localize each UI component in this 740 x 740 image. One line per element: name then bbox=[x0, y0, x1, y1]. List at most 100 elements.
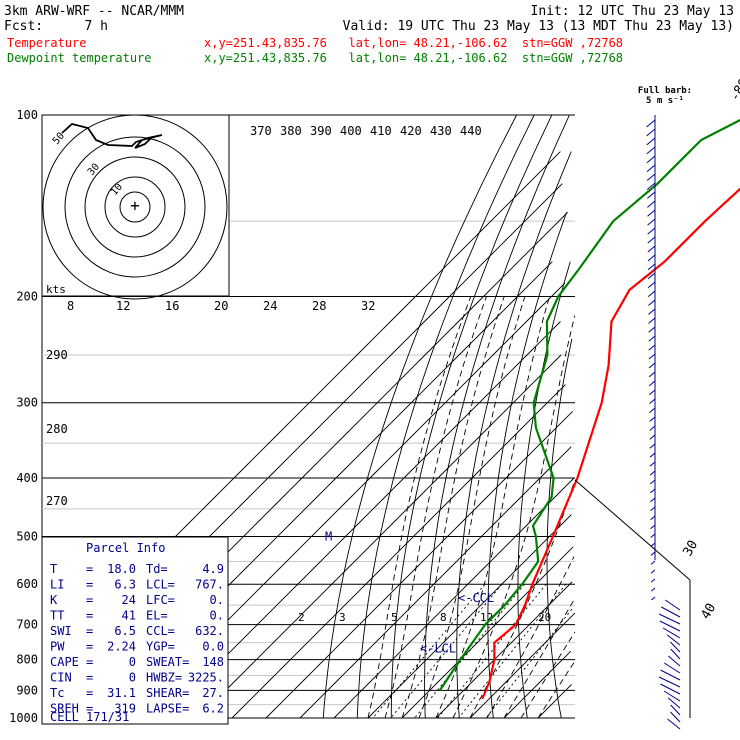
dry-adiabat-260 bbox=[356, 114, 535, 719]
wind-barb bbox=[663, 662, 681, 674]
theta-label-400: 400 bbox=[340, 124, 362, 138]
dry-adiabat-290 bbox=[456, 151, 572, 719]
parcel-marker: M bbox=[325, 529, 332, 543]
wind-barb bbox=[647, 200, 656, 208]
wind-barb bbox=[650, 515, 656, 521]
wind-barb bbox=[660, 669, 681, 681]
moist-adiabat-0 bbox=[401, 296, 505, 719]
isotherm--40 bbox=[265, 410, 574, 719]
pressure-label-1000: 1000 bbox=[9, 711, 38, 725]
dry-adiabat-280 bbox=[424, 114, 570, 719]
speed-tick-8: 8 bbox=[67, 299, 74, 313]
wind-barb bbox=[647, 209, 656, 217]
wind-barb bbox=[658, 676, 681, 688]
mixing-ratio-label-20: 20 bbox=[538, 611, 551, 624]
pressure-label-200: 200 bbox=[16, 290, 38, 304]
wind-barb bbox=[649, 425, 656, 431]
wind-barb bbox=[650, 569, 656, 574]
wind-barb bbox=[647, 272, 656, 280]
pressure-label-500: 500 bbox=[16, 529, 38, 543]
wind-frame-diagonal bbox=[574, 479, 691, 581]
wind-barb bbox=[646, 182, 656, 190]
wind-barb bbox=[646, 137, 656, 146]
mixing-ratio-line-8 bbox=[437, 583, 547, 719]
hodograph-inset: 10 30 50 + kts bbox=[41, 114, 230, 300]
parcel-row-eq: = bbox=[86, 671, 93, 685]
theta-label-380: 380 bbox=[280, 124, 302, 138]
wind-barb bbox=[648, 353, 656, 360]
wind-barb bbox=[649, 443, 656, 449]
wind-barb bbox=[646, 128, 656, 137]
pressure-label-100: 100 bbox=[16, 108, 38, 122]
parcel-row-eq: = bbox=[86, 578, 93, 592]
parcel-cell-value: 171/31 bbox=[86, 710, 129, 724]
parcel-row-label: SREH bbox=[50, 702, 79, 716]
isotherm--10 bbox=[367, 514, 572, 719]
wind-barb bbox=[660, 683, 681, 695]
parcel-info-box bbox=[41, 536, 229, 725]
lcl-marker: <-LCL bbox=[420, 642, 456, 656]
wind-barb bbox=[646, 191, 656, 199]
isotherm-30 bbox=[503, 650, 572, 719]
wind-barb bbox=[647, 227, 656, 235]
parcel-row-label: YGP= bbox=[146, 640, 175, 654]
isotherm-40 bbox=[537, 684, 572, 719]
wind-barb bbox=[670, 711, 681, 723]
mixing-ratio-line-5 bbox=[414, 583, 525, 719]
wind-barb bbox=[662, 627, 681, 639]
wind-barb bbox=[649, 416, 656, 422]
parcel-row-value: 0 bbox=[129, 671, 136, 685]
wind-barb bbox=[647, 254, 656, 262]
moist-adiabat-40 bbox=[537, 660, 576, 719]
theta-label-440: 440 bbox=[460, 124, 482, 138]
parcel-row-label: Td= bbox=[146, 562, 168, 576]
parcel-row-eq: = bbox=[86, 702, 93, 716]
parcel-row-label: T bbox=[50, 562, 57, 576]
isotherm-label-30: 30 bbox=[680, 538, 701, 559]
parcel-row-value: 27. bbox=[202, 686, 224, 700]
parcel-row-eq: = bbox=[86, 686, 93, 700]
mixing-ratio-line-12 bbox=[458, 583, 567, 719]
parcel-row-value: 24 bbox=[122, 593, 136, 607]
parcel-row-label: LI bbox=[50, 578, 64, 592]
mixing-ratio-line-20 bbox=[485, 608, 573, 719]
parcel-row-label: LCL= bbox=[146, 578, 175, 592]
parcel-row-value: 767. bbox=[195, 578, 224, 592]
wind-barb bbox=[650, 578, 656, 583]
dry-adiabat-250 bbox=[322, 114, 518, 719]
wind-barb bbox=[649, 452, 656, 458]
parcel-row-value: 6.2 bbox=[202, 702, 224, 716]
wind-barb bbox=[647, 236, 656, 244]
mixing-ratio-line-2 bbox=[372, 583, 486, 719]
parcel-info-title: Parcel Info bbox=[86, 541, 165, 555]
wind-barb bbox=[648, 326, 656, 333]
wind-barb bbox=[650, 560, 656, 565]
valid-time: Valid: 19 UTC Thu 23 May 13 (13 MDT Thu … bbox=[343, 19, 734, 34]
forecast-hour: 7 h bbox=[85, 19, 108, 34]
mixing-ratio-label-3: 3 bbox=[339, 611, 346, 624]
moist-adiabat-30 bbox=[503, 598, 575, 719]
theta-left-label-280: 280 bbox=[46, 422, 68, 436]
wind-barb bbox=[646, 146, 656, 155]
legend-dewpoint-label: Dewpoint temperature bbox=[7, 51, 152, 65]
wind-barb bbox=[649, 398, 656, 405]
parcel-row-label: EL= bbox=[146, 609, 168, 623]
parcel-row-value: 4.9 bbox=[202, 562, 224, 576]
hodograph-ring-4 bbox=[64, 136, 206, 278]
parcel-row-label: SWI bbox=[50, 624, 72, 638]
wind-barb bbox=[646, 119, 656, 128]
parcel-row-label: HWBZ= bbox=[146, 671, 182, 685]
pressure-label-400: 400 bbox=[16, 471, 38, 485]
wind-barb bbox=[648, 371, 656, 378]
isotherm--50 bbox=[231, 384, 566, 719]
parcel-cell-label: CELL bbox=[50, 710, 79, 724]
wind-barb-unit: 5 m s⁻¹ bbox=[646, 96, 684, 106]
hodograph-ring-3 bbox=[84, 156, 186, 258]
wind-barb bbox=[650, 506, 656, 512]
wind-barb bbox=[650, 497, 656, 503]
parcel-row-value: 319 bbox=[114, 702, 136, 716]
theta-label-390: 390 bbox=[310, 124, 332, 138]
wind-barb bbox=[667, 718, 681, 730]
isotherm-label--80: -80 bbox=[727, 76, 740, 104]
parcel-row-value: 18.0 bbox=[107, 562, 136, 576]
